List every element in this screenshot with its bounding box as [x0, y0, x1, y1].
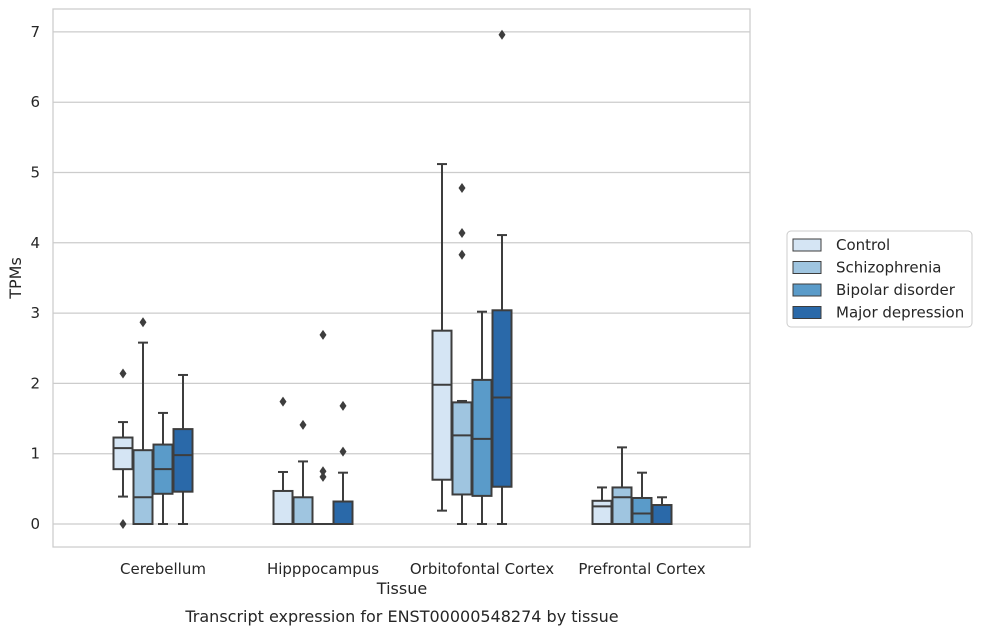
box-group: [112, 368, 134, 529]
y-tick-label: 3: [30, 304, 40, 322]
outlier-point: [498, 29, 506, 40]
x-tick-label: Cerebellum: [120, 560, 206, 578]
outlier-point: [119, 519, 127, 529]
box: [332, 500, 354, 525]
legend-label: Control: [836, 236, 890, 254]
legend-swatch: [792, 283, 822, 297]
outlier-point: [339, 400, 347, 411]
box-group: [292, 419, 314, 526]
legend: Control Schizophrenia Bipolar disorder Majo…: [786, 230, 973, 328]
box-group: [491, 29, 513, 525]
chart-title: Transcript expression for ENST0000054827…: [184, 607, 618, 626]
outlier-point: [339, 446, 347, 457]
y-tick-label: 1: [30, 445, 40, 463]
box-group: [651, 496, 673, 526]
box: [591, 499, 613, 525]
outlier-point: [139, 317, 147, 328]
box: [292, 496, 314, 526]
box-group: [332, 400, 354, 525]
x-tick-label: Orbitofontal Cortex: [410, 560, 554, 578]
box: [651, 504, 673, 526]
legend-label: Major depression: [836, 304, 964, 322]
box: [611, 486, 633, 525]
box: [132, 449, 154, 525]
y-axis-label: TPMs: [6, 257, 25, 300]
y-tick-label: 5: [30, 164, 40, 182]
box: [631, 496, 653, 526]
box: [172, 428, 194, 493]
box-group: [451, 182, 473, 525]
legend-swatch: [792, 261, 822, 274]
legend-label: Bipolar disorder: [836, 281, 956, 299]
box: [471, 378, 493, 497]
legend-label: Schizophrenia: [836, 259, 941, 277]
box: [491, 309, 513, 488]
legend-swatch: [792, 238, 822, 252]
box: [112, 436, 134, 471]
outlier-point: [299, 419, 307, 430]
x-tick-label: Prefrontal Cortex: [578, 560, 705, 578]
outlier-point: [319, 466, 327, 477]
legend-swatch: [792, 306, 822, 319]
box-group: [631, 471, 653, 526]
y-tick-label: 2: [30, 374, 40, 392]
x-axis-label: Tissue: [376, 579, 427, 598]
outlier-point: [119, 368, 127, 379]
box-group: [591, 486, 613, 525]
outlier-point: [458, 227, 466, 238]
outlier-point: [458, 182, 466, 193]
y-tick-label: 7: [30, 23, 40, 41]
box: [451, 401, 473, 496]
boxes: [112, 29, 673, 529]
y-tick-label: 6: [30, 93, 40, 111]
outlier-point: [279, 396, 287, 407]
plot-frame: [52, 8, 751, 548]
box-group: [172, 373, 194, 525]
x-tick-labels: Cerebellum Hipppocampus Orbitofontal Corte…: [120, 560, 706, 578]
y-tick-labels: 0 1 2 3 4 5 6 7: [30, 23, 40, 533]
x-tick-label: Hipppocampus: [267, 560, 379, 578]
y-tick-label: 4: [30, 234, 40, 252]
legend-frame: [786, 230, 973, 328]
y-tick-label: 0: [30, 515, 40, 533]
box-group: [431, 163, 453, 512]
box-group: [132, 317, 154, 525]
outlier-point: [458, 249, 466, 260]
outlier-point: [319, 329, 327, 340]
box: [431, 329, 453, 481]
box: [272, 489, 294, 526]
outlier-point: [319, 471, 327, 482]
